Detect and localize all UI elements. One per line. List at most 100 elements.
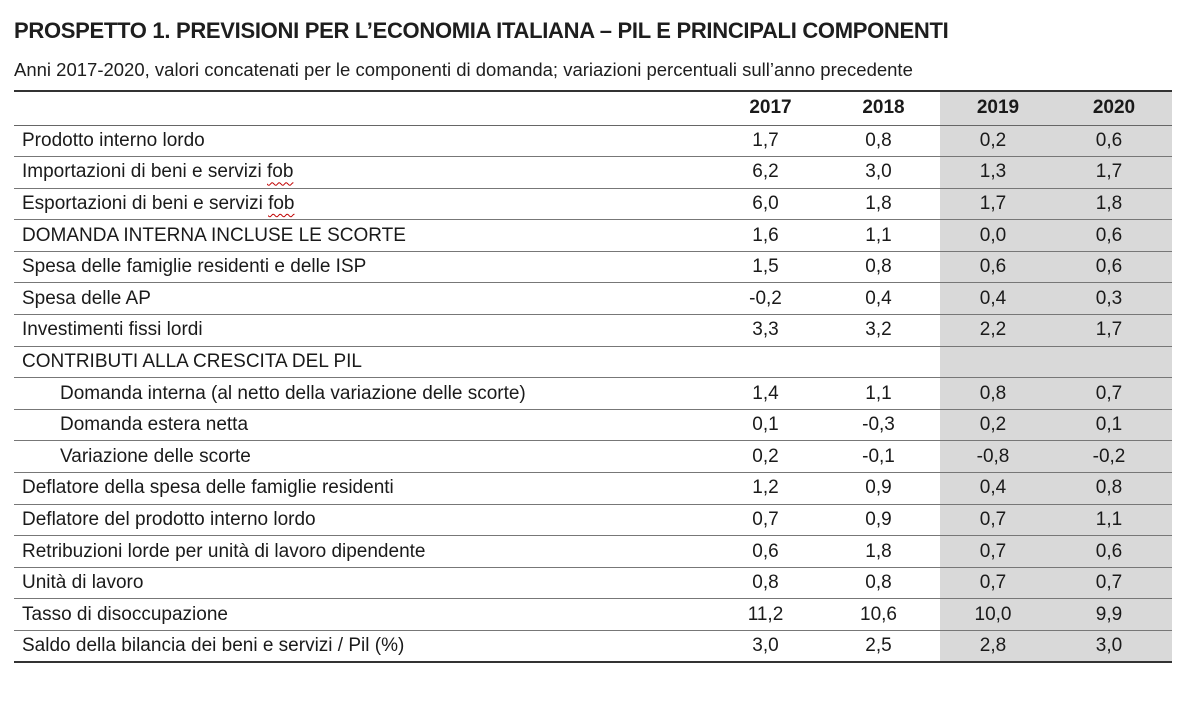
cell-2019: 10,0 (940, 598, 1056, 631)
cell-2018: 0,4 (827, 282, 940, 316)
cell-2018: 0,9 (827, 504, 940, 537)
row-label-flagged-word: fob (268, 192, 295, 214)
row-label: Unità di lavoro (14, 567, 714, 600)
table-title: PROSPETTO 1. PREVISIONI PER L’ECONOMIA I… (14, 18, 949, 43)
row-label: Domanda estera netta (14, 409, 714, 442)
cell-2018 (827, 346, 940, 379)
row-label: Tasso di disoccupazione (14, 598, 714, 631)
cell-2017 (714, 346, 827, 379)
cell-2020: 0,7 (1056, 567, 1172, 600)
cell-2018: -0,1 (827, 440, 940, 474)
table-row: Deflatore del prodotto interno lordo 0,7… (14, 504, 1172, 537)
cell-2020: 1,1 (1056, 504, 1172, 537)
table-row: DOMANDA INTERNA INCLUSE LE SCORTE 1,6 1,… (14, 219, 1172, 252)
cell-2019 (940, 346, 1056, 379)
cell-2020: 0,6 (1056, 125, 1172, 158)
cell-2019: 0,4 (940, 282, 1056, 316)
cell-2019: -0,8 (940, 440, 1056, 474)
cell-2017: 1,7 (714, 125, 827, 158)
cell-2020: 9,9 (1056, 598, 1172, 631)
cell-2017: 0,1 (714, 409, 827, 442)
table-row: Esportazioni di beni e servizi fob 6,0 1… (14, 188, 1172, 221)
cell-2017: 1,4 (714, 377, 827, 410)
cell-2019: 1,3 (940, 156, 1056, 189)
cell-2017: 1,2 (714, 472, 827, 505)
row-label-main: Importazioni di beni e servizi (22, 161, 267, 183)
table-row: Unità di lavoro 0,8 0,8 0,7 0,7 (14, 567, 1172, 600)
header-row: 2017 2018 2019 2020 (14, 90, 1172, 126)
cell-2019: 0,7 (940, 567, 1056, 600)
row-label: Esportazioni di beni e servizi fob (14, 188, 714, 221)
cell-2020: 0,6 (1056, 535, 1172, 568)
table-row: Spesa delle famiglie residenti e delle I… (14, 251, 1172, 284)
row-label: Variazione delle scorte (14, 440, 714, 474)
cell-2019: 0,4 (940, 472, 1056, 505)
cell-2017: 0,2 (714, 440, 827, 474)
cell-2019: 0,7 (940, 535, 1056, 568)
row-label: Saldo della bilancia dei beni e servizi … (14, 630, 714, 664)
cell-2020: 0,6 (1056, 251, 1172, 284)
cell-2017: 0,7 (714, 504, 827, 537)
row-label: Spesa delle famiglie residenti e delle I… (14, 251, 714, 284)
section-label: CONTRIBUTI ALLA CRESCITA DEL PIL (14, 346, 714, 379)
table-row: Spesa delle AP -0,2 0,4 0,4 0,3 (14, 282, 1172, 316)
table-row: Domanda estera netta 0,1 -0,3 0,2 0,1 (14, 409, 1172, 442)
cell-2018: 1,8 (827, 188, 940, 221)
row-label: Prodotto interno lordo (14, 125, 714, 158)
cell-2020: 0,6 (1056, 219, 1172, 252)
cell-2019: 1,7 (940, 188, 1056, 221)
row-label: DOMANDA INTERNA INCLUSE LE SCORTE (14, 219, 714, 252)
cell-2017: 0,6 (714, 535, 827, 568)
table-row: Deflatore della spesa delle famiglie res… (14, 472, 1172, 505)
table-row: Saldo della bilancia dei beni e servizi … (14, 630, 1172, 664)
cell-2018: 1,8 (827, 535, 940, 568)
row-label: Retribuzioni lorde per unità di lavoro d… (14, 535, 714, 568)
table-row: Retribuzioni lorde per unità di lavoro d… (14, 535, 1172, 568)
cell-2020: 1,7 (1056, 156, 1172, 189)
cell-2020: 3,0 (1056, 630, 1172, 664)
column-header-2019: 2019 (940, 90, 1056, 126)
forecast-table-container: 2017 2018 2019 2020 Prodotto interno lor… (14, 90, 1172, 664)
cell-2017: 1,5 (714, 251, 827, 284)
cell-2019: 0,2 (940, 409, 1056, 442)
cell-2020: 0,7 (1056, 377, 1172, 410)
cell-2018: 3,2 (827, 314, 940, 347)
cell-2018: 1,1 (827, 219, 940, 252)
cell-2017: 1,6 (714, 219, 827, 252)
row-label: Investimenti fissi lordi (14, 314, 714, 347)
cell-2018: 0,8 (827, 567, 940, 600)
cell-2018: 2,5 (827, 630, 940, 664)
row-label: Domanda interna (al netto della variazio… (14, 377, 714, 410)
cell-2020: 1,7 (1056, 314, 1172, 347)
table-row: Tasso di disoccupazione 11,2 10,6 10,0 9… (14, 598, 1172, 631)
row-label: Importazioni di beni e servizi fob (14, 156, 714, 189)
column-header-2017: 2017 (714, 90, 827, 126)
cell-2018: 1,1 (827, 377, 940, 410)
column-header-2020: 2020 (1056, 90, 1172, 126)
row-label: Deflatore del prodotto interno lordo (14, 504, 714, 537)
cell-2017: 6,2 (714, 156, 827, 189)
cell-2017: 0,8 (714, 567, 827, 600)
cell-2017: 3,0 (714, 630, 827, 664)
cell-2017: 11,2 (714, 598, 827, 631)
table-row: Importazioni di beni e servizi fob 6,2 3… (14, 156, 1172, 189)
cell-2020: 0,8 (1056, 472, 1172, 505)
cell-2019: 0,2 (940, 125, 1056, 158)
cell-2020: 0,1 (1056, 409, 1172, 442)
row-label-main: Esportazioni di beni e servizi (22, 192, 269, 214)
column-header-2018: 2018 (827, 90, 940, 126)
cell-2017: -0,2 (714, 282, 827, 316)
cell-2020: 0,3 (1056, 282, 1172, 316)
cell-2019: 0,0 (940, 219, 1056, 252)
cell-2019: 0,6 (940, 251, 1056, 284)
cell-2019: 0,8 (940, 377, 1056, 410)
cell-2017: 6,0 (714, 188, 827, 221)
cell-2017: 3,3 (714, 314, 827, 347)
cell-2019: 2,8 (940, 630, 1056, 664)
cell-2019: 2,2 (940, 314, 1056, 347)
cell-2020: -0,2 (1056, 440, 1172, 474)
cell-2018: 10,6 (827, 598, 940, 631)
cell-2020 (1056, 346, 1172, 379)
table-row: Investimenti fissi lordi 3,3 3,2 2,2 1,7 (14, 314, 1172, 347)
table-row: Domanda interna (al netto della variazio… (14, 377, 1172, 410)
